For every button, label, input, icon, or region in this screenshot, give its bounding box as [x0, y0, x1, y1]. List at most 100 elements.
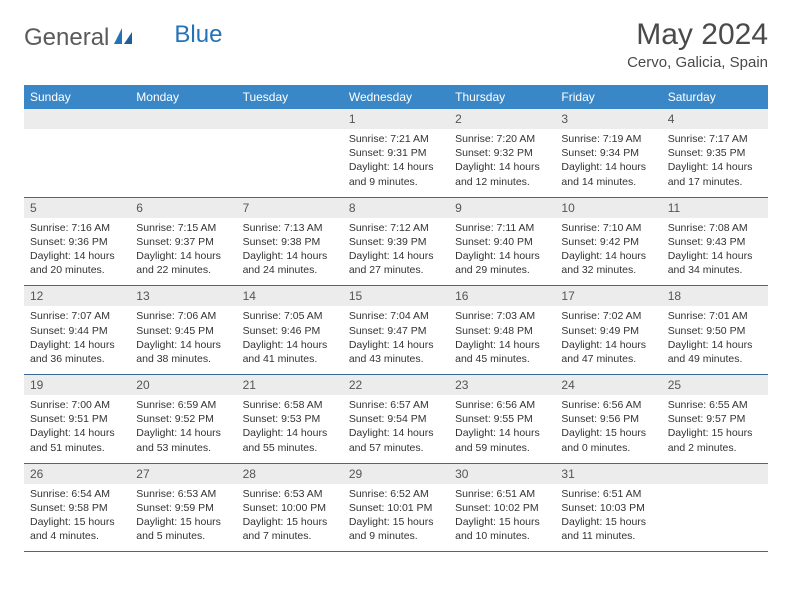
day-detail-cell: Sunrise: 7:17 AMSunset: 9:35 PMDaylight:…: [662, 129, 768, 197]
sunrise-line: Sunrise: 7:12 AM: [349, 221, 443, 235]
daylight-line: Daylight: 15 hours and 2 minutes.: [668, 426, 762, 454]
day-number-cell: 12: [24, 286, 130, 307]
day-detail-cell: Sunrise: 7:13 AMSunset: 9:38 PMDaylight:…: [237, 218, 343, 286]
day-detail-cell: Sunrise: 7:12 AMSunset: 9:39 PMDaylight:…: [343, 218, 449, 286]
day-detail-cell: Sunrise: 6:54 AMSunset: 9:58 PMDaylight:…: [24, 484, 130, 552]
daylight-line: Daylight: 14 hours and 43 minutes.: [349, 338, 443, 366]
day-number-cell: 1: [343, 109, 449, 129]
day-number-cell: [130, 109, 236, 129]
sunset-line: Sunset: 9:53 PM: [243, 412, 337, 426]
calendar-table: SundayMondayTuesdayWednesdayThursdayFrid…: [24, 85, 768, 552]
month-title: May 2024: [627, 18, 768, 52]
sunset-line: Sunset: 9:56 PM: [561, 412, 655, 426]
daylight-line: Daylight: 14 hours and 32 minutes.: [561, 249, 655, 277]
sunrise-line: Sunrise: 7:20 AM: [455, 132, 549, 146]
daylight-line: Daylight: 14 hours and 12 minutes.: [455, 160, 549, 188]
day-detail-cell: [237, 129, 343, 197]
day-detail-cell: Sunrise: 6:55 AMSunset: 9:57 PMDaylight:…: [662, 395, 768, 463]
sunrise-line: Sunrise: 6:56 AM: [561, 398, 655, 412]
sunset-line: Sunset: 10:02 PM: [455, 501, 549, 515]
sunrise-line: Sunrise: 6:53 AM: [243, 487, 337, 501]
detail-row: Sunrise: 7:07 AMSunset: 9:44 PMDaylight:…: [24, 306, 768, 374]
daylight-line: Daylight: 14 hours and 47 minutes.: [561, 338, 655, 366]
day-detail-cell: [130, 129, 236, 197]
day-detail-cell: Sunrise: 7:19 AMSunset: 9:34 PMDaylight:…: [555, 129, 661, 197]
day-detail-cell: Sunrise: 7:15 AMSunset: 9:37 PMDaylight:…: [130, 218, 236, 286]
sunrise-line: Sunrise: 6:53 AM: [136, 487, 230, 501]
sunset-line: Sunset: 9:45 PM: [136, 324, 230, 338]
daylight-line: Daylight: 15 hours and 5 minutes.: [136, 515, 230, 543]
sunrise-line: Sunrise: 7:02 AM: [561, 309, 655, 323]
day-number-cell: 18: [662, 286, 768, 307]
daylight-line: Daylight: 14 hours and 14 minutes.: [561, 160, 655, 188]
sunrise-line: Sunrise: 6:51 AM: [561, 487, 655, 501]
day-number-cell: [24, 109, 130, 129]
sunrise-line: Sunrise: 7:21 AM: [349, 132, 443, 146]
sunrise-line: Sunrise: 6:59 AM: [136, 398, 230, 412]
day-number-cell: 7: [237, 197, 343, 218]
day-detail-cell: [24, 129, 130, 197]
daylight-line: Daylight: 14 hours and 55 minutes.: [243, 426, 337, 454]
day-number-cell: 30: [449, 463, 555, 484]
day-number-cell: 24: [555, 375, 661, 396]
sunrise-line: Sunrise: 7:10 AM: [561, 221, 655, 235]
sunset-line: Sunset: 9:50 PM: [668, 324, 762, 338]
dayname-header: Tuesday: [237, 85, 343, 109]
day-number-cell: 2: [449, 109, 555, 129]
sunset-line: Sunset: 9:57 PM: [668, 412, 762, 426]
sunrise-line: Sunrise: 6:57 AM: [349, 398, 443, 412]
day-detail-cell: Sunrise: 7:06 AMSunset: 9:45 PMDaylight:…: [130, 306, 236, 374]
sunrise-line: Sunrise: 6:58 AM: [243, 398, 337, 412]
sunrise-line: Sunrise: 7:17 AM: [668, 132, 762, 146]
day-detail-cell: [662, 484, 768, 552]
sunrise-line: Sunrise: 7:04 AM: [349, 309, 443, 323]
day-number-cell: 14: [237, 286, 343, 307]
day-detail-cell: Sunrise: 6:56 AMSunset: 9:56 PMDaylight:…: [555, 395, 661, 463]
dayname-header: Monday: [130, 85, 236, 109]
sunset-line: Sunset: 9:44 PM: [30, 324, 124, 338]
day-number-cell: 28: [237, 463, 343, 484]
day-number-cell: 27: [130, 463, 236, 484]
daylight-line: Daylight: 14 hours and 20 minutes.: [30, 249, 124, 277]
daylight-line: Daylight: 14 hours and 29 minutes.: [455, 249, 549, 277]
day-detail-cell: Sunrise: 7:07 AMSunset: 9:44 PMDaylight:…: [24, 306, 130, 374]
sunset-line: Sunset: 9:46 PM: [243, 324, 337, 338]
detail-row: Sunrise: 7:00 AMSunset: 9:51 PMDaylight:…: [24, 395, 768, 463]
day-number-cell: 21: [237, 375, 343, 396]
day-number-cell: 29: [343, 463, 449, 484]
day-detail-cell: Sunrise: 7:20 AMSunset: 9:32 PMDaylight:…: [449, 129, 555, 197]
sunset-line: Sunset: 9:48 PM: [455, 324, 549, 338]
daylight-line: Daylight: 14 hours and 27 minutes.: [349, 249, 443, 277]
sunset-line: Sunset: 9:32 PM: [455, 146, 549, 160]
logo-text-blue: Blue: [174, 21, 222, 49]
daylight-line: Daylight: 14 hours and 59 minutes.: [455, 426, 549, 454]
day-number-cell: [237, 109, 343, 129]
sunset-line: Sunset: 9:59 PM: [136, 501, 230, 515]
day-number-cell: [662, 463, 768, 484]
daylight-line: Daylight: 14 hours and 57 minutes.: [349, 426, 443, 454]
daylight-line: Daylight: 15 hours and 10 minutes.: [455, 515, 549, 543]
day-detail-cell: Sunrise: 6:56 AMSunset: 9:55 PMDaylight:…: [449, 395, 555, 463]
logo-text-general: General: [24, 24, 109, 52]
day-detail-cell: Sunrise: 6:57 AMSunset: 9:54 PMDaylight:…: [343, 395, 449, 463]
day-number-cell: 13: [130, 286, 236, 307]
sunrise-line: Sunrise: 7:01 AM: [668, 309, 762, 323]
sunset-line: Sunset: 9:31 PM: [349, 146, 443, 160]
daylight-line: Daylight: 14 hours and 34 minutes.: [668, 249, 762, 277]
day-number-cell: 25: [662, 375, 768, 396]
daylight-line: Daylight: 14 hours and 51 minutes.: [30, 426, 124, 454]
sunset-line: Sunset: 9:37 PM: [136, 235, 230, 249]
day-number-cell: 20: [130, 375, 236, 396]
daylight-line: Daylight: 14 hours and 45 minutes.: [455, 338, 549, 366]
day-number-cell: 17: [555, 286, 661, 307]
day-number-cell: 10: [555, 197, 661, 218]
sunset-line: Sunset: 9:55 PM: [455, 412, 549, 426]
detail-row: Sunrise: 7:21 AMSunset: 9:31 PM Daylight:…: [24, 129, 768, 197]
daylight-line: Daylight: 14 hours and 24 minutes.: [243, 249, 337, 277]
sunset-line: Sunset: 10:03 PM: [561, 501, 655, 515]
page-header: General Blue May 2024 Cervo, Galicia, Sp…: [24, 18, 768, 71]
daylight-line: Daylight: 14 hours and 17 minutes.: [668, 160, 762, 188]
sunrise-line: Sunrise: 7:15 AM: [136, 221, 230, 235]
day-detail-cell: Sunrise: 6:53 AMSunset: 9:59 PMDaylight:…: [130, 484, 236, 552]
sunset-line: Sunset: 9:40 PM: [455, 235, 549, 249]
